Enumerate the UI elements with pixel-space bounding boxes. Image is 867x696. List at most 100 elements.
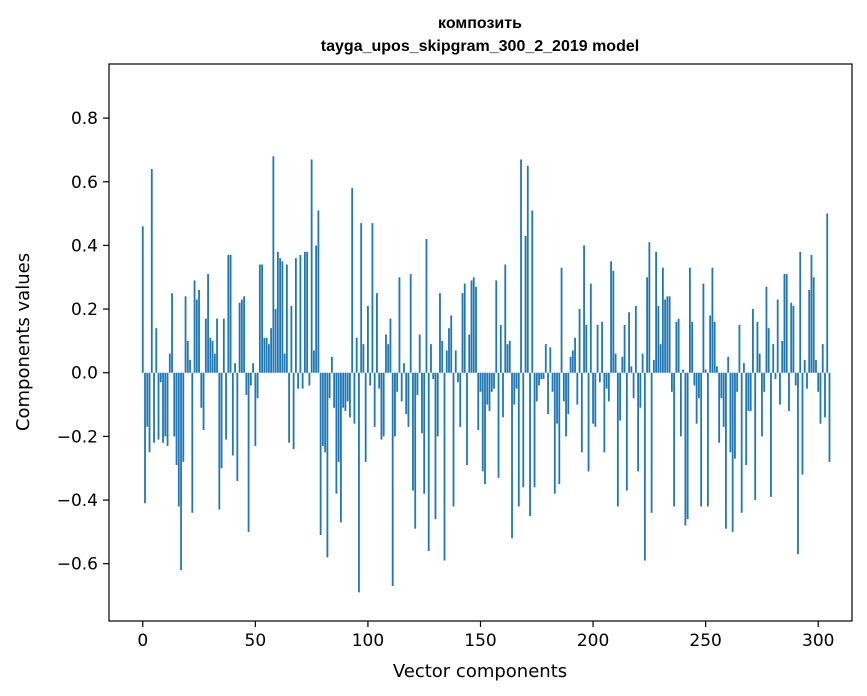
bar (342, 372, 345, 408)
bar (511, 372, 513, 539)
bar (321, 372, 324, 446)
bar (303, 251, 306, 373)
bar (695, 372, 698, 424)
bar (376, 293, 378, 373)
bar (754, 372, 757, 501)
bar (506, 344, 509, 373)
bar (360, 223, 363, 373)
bar (308, 372, 311, 386)
bar (648, 242, 651, 373)
bar (328, 372, 331, 399)
bar (643, 372, 646, 561)
bar (317, 210, 320, 373)
chart-title: композить (438, 15, 522, 32)
bar (709, 315, 712, 373)
plot-area-frame (108, 63, 853, 622)
bar (231, 372, 234, 456)
bar (234, 363, 236, 373)
bar (740, 372, 743, 513)
bar (218, 372, 221, 510)
bar (682, 369, 685, 373)
y-tick-label: −0.6 (57, 555, 98, 575)
y-tick-label: −0.2 (57, 427, 98, 447)
bar (790, 302, 793, 373)
bar (387, 344, 390, 373)
bar (781, 340, 784, 373)
bar (207, 274, 209, 373)
bar (704, 369, 707, 373)
bar (722, 372, 725, 427)
bar (562, 372, 565, 402)
bar (396, 372, 399, 392)
bar (817, 372, 820, 392)
bar (794, 372, 797, 386)
bar (337, 372, 340, 462)
bar (592, 372, 594, 424)
bar (670, 372, 673, 392)
bar (574, 337, 576, 373)
bar (668, 296, 671, 373)
bar (576, 372, 579, 405)
bar (716, 366, 718, 373)
bar (389, 318, 392, 373)
bar (693, 372, 696, 386)
bar (580, 372, 583, 453)
bar (745, 372, 748, 466)
bar (508, 340, 511, 373)
bar (441, 340, 444, 373)
bar (263, 337, 266, 373)
bar (191, 372, 194, 513)
bar (477, 372, 480, 431)
bar (826, 213, 829, 373)
bar (189, 360, 191, 373)
bar (193, 280, 196, 373)
bar (141, 226, 144, 373)
bar (448, 328, 450, 373)
bar (488, 372, 491, 411)
bar (430, 344, 432, 373)
bar (297, 372, 300, 389)
bar (544, 344, 547, 373)
bar (578, 309, 581, 373)
bar (513, 372, 516, 405)
bar (770, 372, 772, 497)
bar (666, 296, 669, 373)
bar (281, 261, 284, 373)
bar (490, 372, 493, 392)
bar (164, 372, 167, 437)
bar (452, 372, 455, 507)
bar (731, 372, 734, 532)
bar (254, 372, 257, 446)
bar (679, 372, 682, 437)
bar (227, 254, 230, 373)
bar (612, 270, 615, 373)
bar (202, 372, 205, 431)
bar (497, 372, 500, 478)
bar (279, 258, 282, 373)
bar (265, 337, 268, 373)
y-axis-label: Components values (13, 253, 34, 431)
bar (520, 159, 522, 373)
x-tick-label: 200 (577, 631, 609, 651)
y-tick-label: −0.4 (57, 491, 98, 511)
bar (639, 372, 642, 408)
bar (821, 344, 824, 373)
bar (801, 372, 804, 475)
bar (184, 296, 187, 373)
bar (472, 277, 475, 373)
y-axis-ticks: −0.6 −0.4 −0.2 0.0 0.2 0.4 0.6 0.8 (57, 109, 109, 575)
bar (380, 372, 383, 440)
y-tick-label: 0.6 (71, 173, 98, 193)
bar (657, 305, 660, 373)
bar (664, 299, 667, 373)
bar (331, 356, 333, 373)
bar (439, 293, 441, 373)
bar (292, 372, 295, 450)
bar (283, 353, 286, 373)
bar (182, 372, 185, 462)
bar (209, 337, 212, 373)
bar (409, 274, 412, 373)
bar (355, 337, 358, 373)
bar (258, 264, 261, 373)
